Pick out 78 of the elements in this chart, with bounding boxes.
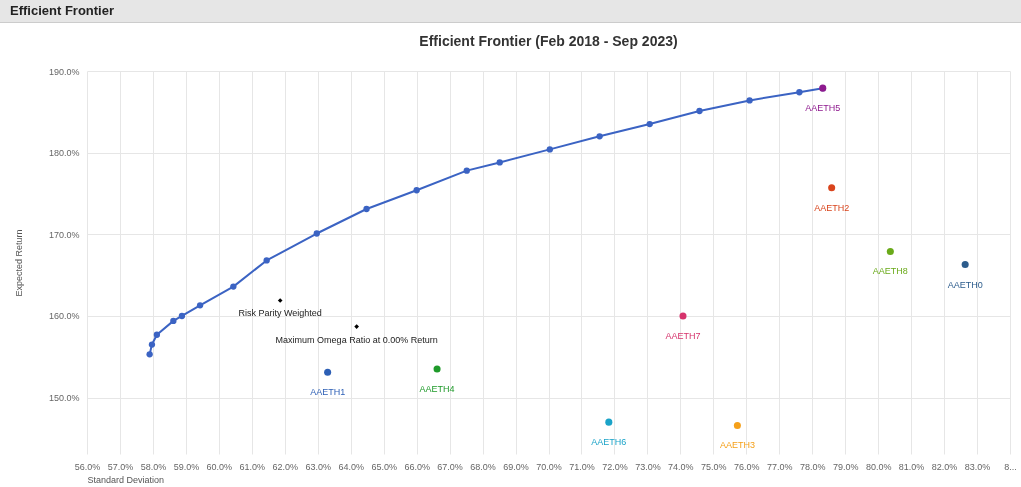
x-tick-label: 68.0% <box>470 461 496 472</box>
x-tick-label: 57.0% <box>107 461 134 472</box>
point <box>153 331 161 338</box>
x-tick-label: 82.0% <box>931 461 958 472</box>
x-tick-label: 72.0% <box>602 461 628 472</box>
chart-title: Efficient Frontier (Feb 2018 - Sep 2023) <box>419 33 678 49</box>
series-label: AAETH6 <box>591 437 627 448</box>
x-tick-label: 8... <box>1004 461 1017 472</box>
point <box>828 184 836 192</box>
x-tick-label: 78.0% <box>799 461 826 472</box>
x-tick-label: 70.0% <box>536 461 562 472</box>
point <box>230 283 237 290</box>
x-axis-title: Standard Deviation <box>87 474 165 485</box>
point <box>324 368 332 376</box>
point <box>146 351 153 358</box>
x-tick-label: 67.0% <box>437 461 463 472</box>
point <box>363 205 370 213</box>
point <box>354 324 359 329</box>
point <box>646 120 653 128</box>
y-tick-label: 170.0% <box>48 229 80 240</box>
point <box>148 341 156 348</box>
y-tick-label: 150.0% <box>48 393 80 404</box>
x-tick-label: 62.0% <box>272 461 299 472</box>
x-tick-label: 79.0% <box>832 461 859 472</box>
x-tick-label: 77.0% <box>766 461 793 472</box>
point <box>796 89 803 96</box>
x-tick-label: 76.0% <box>734 461 760 472</box>
x-tick-label: 81.0% <box>898 461 925 472</box>
series-label: AAETH5 <box>805 103 841 114</box>
x-tick-label: 73.0% <box>635 461 661 472</box>
point <box>196 302 204 309</box>
point <box>496 159 503 166</box>
x-tick-label: 64.0% <box>338 461 364 472</box>
point <box>746 97 753 104</box>
series-label: AAETH7 <box>665 330 701 341</box>
series-label: AAETH3 <box>719 440 755 451</box>
x-tick-label: 59.0% <box>173 461 200 472</box>
point <box>886 247 894 255</box>
x-tick-label: 74.0% <box>668 461 694 472</box>
point <box>679 312 687 320</box>
point <box>961 261 969 269</box>
point <box>277 298 283 303</box>
y-tick-label: 190.0% <box>48 66 80 77</box>
y-tick-label: 180.0% <box>48 148 80 159</box>
point <box>178 312 186 320</box>
point <box>596 133 603 140</box>
point <box>313 230 320 237</box>
point <box>170 317 177 325</box>
point <box>463 167 470 174</box>
point <box>433 365 441 373</box>
point <box>263 257 270 264</box>
x-tick-label: 56.0% <box>74 461 101 472</box>
point <box>733 421 741 429</box>
series-label: AAETH4 <box>419 384 455 395</box>
series-label: AAETH8 <box>872 266 908 277</box>
point <box>696 107 703 115</box>
series-label: AAETH2 <box>814 202 850 213</box>
series-label: AAETH1 <box>310 387 346 398</box>
x-tick-label: 63.0% <box>305 461 332 472</box>
x-tick-label: 58.0% <box>140 461 167 472</box>
x-tick-label: 61.0% <box>239 461 266 472</box>
x-tick-label: 83.0% <box>964 461 991 472</box>
series-label: AAETH0 <box>947 279 983 290</box>
y-axis-title: Expected Return <box>13 229 24 297</box>
x-tick-label: 60.0% <box>206 461 233 472</box>
x-tick-label: 66.0% <box>404 461 430 472</box>
x-tick-label: 65.0% <box>371 461 397 472</box>
y-tick-label: 160.0% <box>48 311 80 322</box>
x-tick-label: 69.0% <box>503 461 529 472</box>
x-tick-label: 71.0% <box>569 461 595 472</box>
point <box>546 146 553 153</box>
x-tick-label: 80.0% <box>865 461 892 472</box>
text: Efficient Frontier <box>0 0 1021 23</box>
point <box>605 418 613 426</box>
series-label: Maximum Omega Ratio at 0.00% Return <box>275 334 438 345</box>
x-tick-label: 75.0% <box>701 461 727 472</box>
series-label: Risk Parity Weighted <box>238 308 322 319</box>
point <box>413 187 420 194</box>
